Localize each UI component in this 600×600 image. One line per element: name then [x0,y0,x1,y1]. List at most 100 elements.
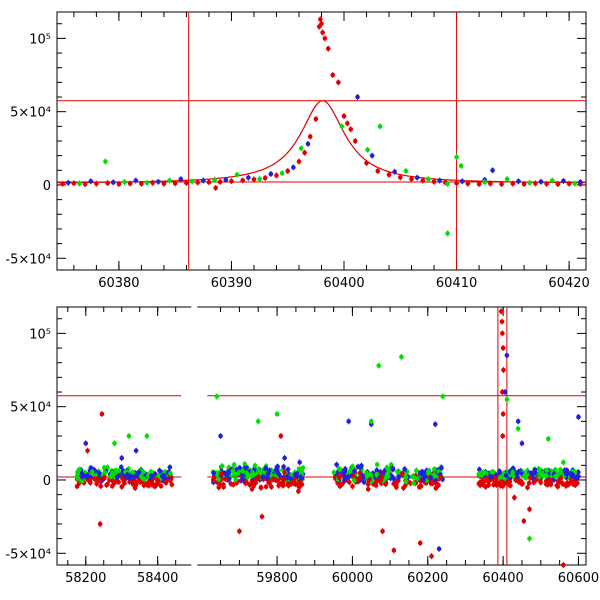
data-point [226,476,232,482]
data-point [118,464,124,470]
data-point [266,479,272,485]
data-point [255,419,261,424]
data-point [233,477,239,482]
data-point [428,475,434,480]
data-point [99,411,105,417]
data-point [144,433,150,439]
data-point [219,463,225,469]
x-tick-label: 60390 [211,276,252,291]
data-point [331,470,337,475]
y-tick-label: 10⁵ [29,327,51,342]
data-point [556,479,561,485]
data-point [221,484,226,490]
data-point [429,553,434,559]
data-point [281,464,286,470]
data-point [510,469,515,475]
data-point [102,470,108,476]
data-point [426,468,431,474]
data-point [109,483,115,489]
data-point [291,165,296,170]
data-point [361,479,367,485]
data-point [411,474,416,480]
data-point [437,178,442,183]
data-point [440,394,446,399]
data-point [553,474,558,479]
data-point [228,481,234,487]
data-point [163,479,168,485]
data-point [336,80,341,85]
data-point [298,146,304,151]
data-point [576,414,581,420]
data-point [222,470,228,476]
y-tick-label: -5×10⁴ [5,547,51,562]
data-point [258,485,264,491]
data-point [414,468,419,473]
data-point [391,481,397,486]
data-point [499,181,504,187]
data-point [521,518,527,524]
data-point [536,466,542,472]
x-tick-label: 60380 [98,276,139,291]
data-point [377,124,383,129]
x-tick-label: 60400 [482,571,523,586]
data-point [88,179,94,184]
data-point [132,479,138,484]
data-point [223,177,229,183]
data-point [75,470,80,475]
y-tick-label: 5×10⁴ [10,106,51,121]
data-point [519,481,525,487]
data-point [394,484,399,490]
data-point [178,176,184,182]
data-point [350,484,355,489]
y-tick-label: 10⁵ [29,32,51,47]
data-point [130,469,135,475]
data-point [195,180,200,185]
data-point [274,411,280,417]
data-point [256,467,261,472]
data-point [436,482,441,488]
y-tick-label: 0 [43,474,51,489]
data-point [298,474,303,480]
data-point [240,477,245,482]
data-point [416,484,422,490]
data-point [146,483,151,488]
data-point [403,479,409,484]
data-point [296,159,302,164]
data-point [113,468,119,473]
data-point [101,475,107,481]
data-point [476,181,482,187]
lightcurve-zoom-panel: 10⁵ 5×10⁴ 0 -5×10⁴ 60380 60390 60400 60410 60420 [5,11,590,291]
data-point [513,477,519,483]
data-point [510,181,516,186]
data-point [500,331,505,336]
data-point [351,478,357,483]
data-point [96,471,102,476]
data-point [521,181,527,187]
data-point [127,181,133,186]
data-point [511,474,516,479]
data-point [348,468,353,474]
data-point [92,476,97,482]
data-point [421,477,426,483]
data-point [533,181,538,186]
data-point [478,472,484,478]
data-point [313,116,319,122]
data-point [359,463,364,468]
data-point [578,179,583,185]
data-point [373,483,379,488]
data-point [251,177,257,182]
data-point [105,180,110,186]
data-point [250,480,255,486]
data-point [498,483,503,488]
data-point [223,476,228,482]
data-point [133,448,139,453]
data-point [364,160,369,166]
data-point [105,481,110,487]
data-point [130,474,136,480]
data-point [512,495,517,500]
data-point [60,181,65,187]
data-point [555,181,561,187]
data-point [399,471,405,476]
data-point [231,462,237,468]
data-point [293,481,298,487]
